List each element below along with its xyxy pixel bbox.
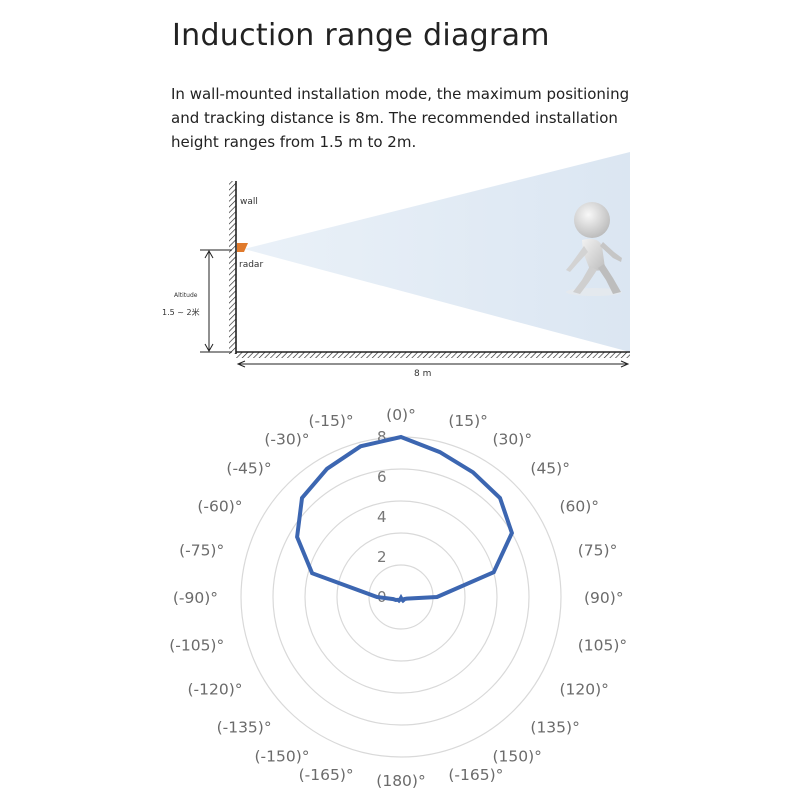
height-label: 1.5 ~ 2米 (162, 307, 200, 317)
angle-label: (135)° (530, 718, 579, 736)
floor-hatch (236, 352, 630, 358)
angle-label: (-120)° (187, 681, 242, 699)
description-line-2: and tracking distance is 8m. The recomme… (171, 109, 618, 127)
description-line-1: In wall-mounted installation mode, the m… (171, 85, 630, 103)
angle-label: (90)° (584, 589, 624, 607)
distance-label: 8 m (414, 369, 431, 379)
grid-ring (336, 532, 466, 662)
distance-arrow (236, 360, 630, 368)
radar-icon (237, 243, 248, 252)
person-icon (566, 202, 622, 296)
radial-tick-label: 8 (377, 428, 387, 446)
detection-beam (244, 152, 630, 352)
radial-tick-label: 2 (377, 548, 387, 566)
angle-label: (-165)° (448, 766, 503, 784)
wall-label: wall (240, 197, 258, 207)
description-line-3: height ranges from 1.5 m to 2m. (171, 133, 417, 151)
angle-label: (120)° (559, 681, 608, 699)
angle-label: (-150)° (254, 747, 309, 765)
angle-label: (-45)° (226, 460, 271, 478)
radial-tick-label: 4 (377, 508, 387, 526)
wall-hatch (229, 181, 236, 354)
angle-label: (-135)° (217, 718, 272, 736)
altitude-label: Altitude (174, 292, 198, 299)
range-series-line (295, 434, 515, 604)
description: In wall-mounted installation mode, the m… (171, 82, 641, 154)
angle-label: (-165)° (299, 766, 354, 784)
angle-label: (-90)° (173, 589, 218, 607)
angle-label: (180)° (376, 772, 425, 790)
grid-ring (272, 468, 530, 726)
page-title: Induction range diagram (172, 18, 550, 53)
angle-label: (-60)° (197, 498, 242, 516)
angle-label: (0)° (386, 406, 416, 424)
angle-label: (60)° (559, 498, 599, 516)
angle-label: (-75)° (179, 542, 224, 560)
angle-label: (150)° (493, 747, 542, 765)
radial-tick-label: 6 (377, 468, 387, 486)
radar-label: radar (239, 260, 263, 270)
angle-label: (-15)° (308, 412, 353, 430)
angle-label: (-30)° (264, 431, 309, 449)
installation-diagram: wall radar Altitude 1.5 ~ 2米 8 m (162, 152, 630, 379)
grid-ring (304, 500, 498, 694)
angle-label: (105)° (578, 636, 627, 654)
altitude-arrow (200, 249, 232, 353)
angle-label: (15)° (448, 412, 488, 430)
angle-label: (75)° (578, 542, 618, 560)
angle-label: (30)° (493, 431, 533, 449)
angle-label: (-105)° (169, 636, 224, 654)
angle-label: (45)° (530, 460, 570, 478)
